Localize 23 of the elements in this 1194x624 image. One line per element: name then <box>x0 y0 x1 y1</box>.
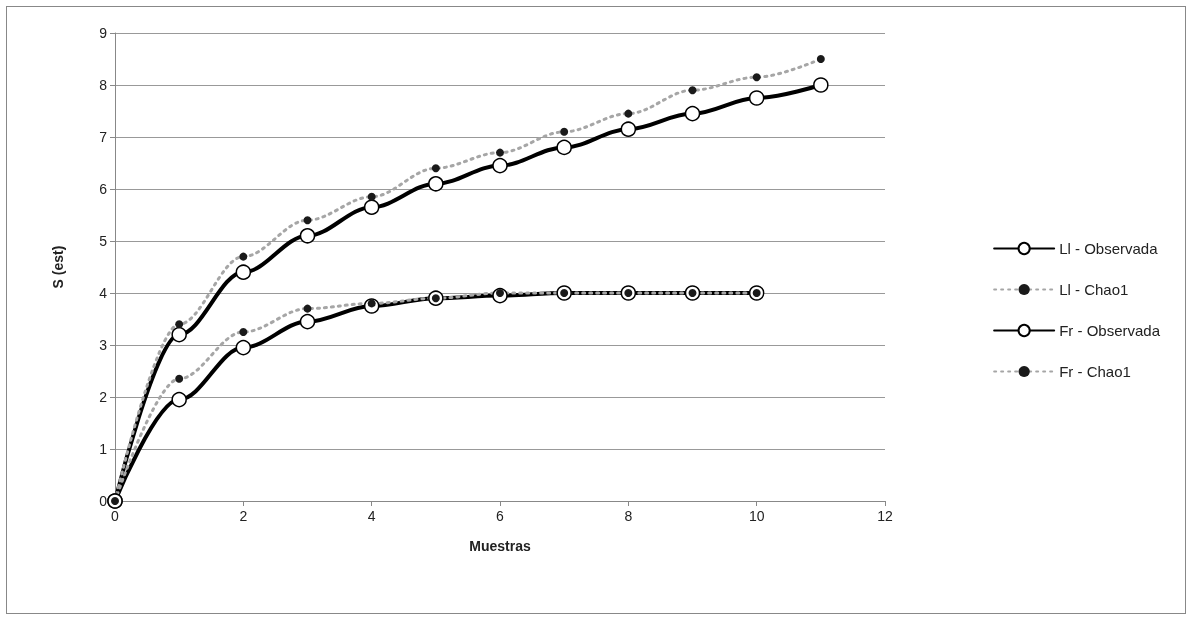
y-axis-title: S (est) <box>50 245 66 289</box>
legend-label: Fr - Chao1 <box>1059 363 1131 380</box>
y-tick-label: 0 <box>99 493 108 509</box>
y-tick-label: 1 <box>99 441 108 457</box>
legend-label: Fr - Observada <box>1059 322 1161 339</box>
x-tick-label: 12 <box>877 508 893 524</box>
x-tick-label: 0 <box>111 508 120 524</box>
y-tick-label: 2 <box>99 389 108 405</box>
y-tick-label: 6 <box>99 181 108 197</box>
x-tick-label: 4 <box>367 508 376 524</box>
legend-label: Ll - Observada <box>1059 240 1159 257</box>
x-tick-label: 2 <box>239 508 248 524</box>
y-tick-label: 3 <box>99 337 108 353</box>
y-tick-label: 7 <box>99 129 108 145</box>
legend-label: Ll - Chao1 <box>1059 281 1129 298</box>
y-tick-label: 4 <box>99 285 108 301</box>
y-tick-label: 8 <box>99 77 108 93</box>
x-tick-label: 8 <box>624 508 633 524</box>
x-axis-title: Muestras <box>469 538 531 554</box>
x-tick-label: 10 <box>748 508 765 524</box>
y-tick-label: 9 <box>99 25 108 41</box>
y-tick-label: 5 <box>99 233 108 249</box>
x-tick-label: 6 <box>496 508 505 524</box>
